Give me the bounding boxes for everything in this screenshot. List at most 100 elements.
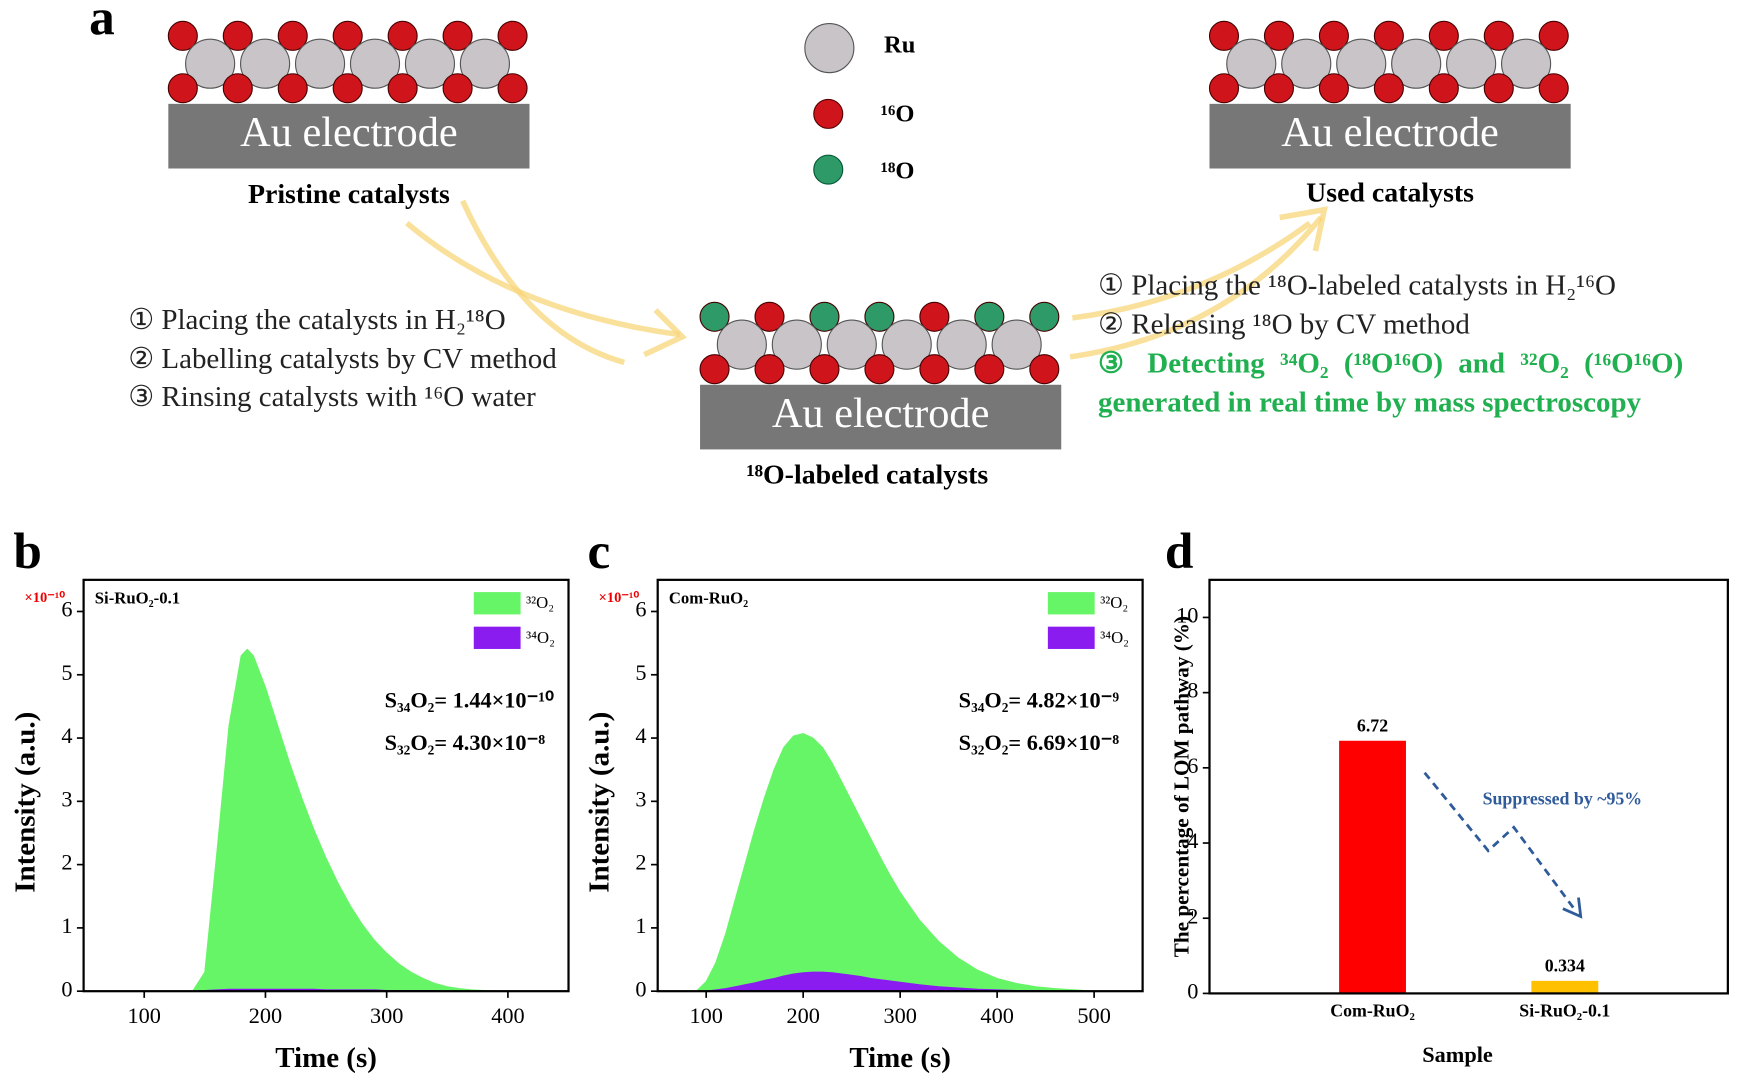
electrode-label: Au electrode xyxy=(240,109,458,156)
x-tick-label: 100 xyxy=(689,1003,722,1028)
panel-label: c xyxy=(587,523,610,580)
electrode-label: Au electrode xyxy=(772,390,990,437)
chart-label: Si-RuO₂-0.1 xyxy=(95,589,180,608)
x-tick-label: 500 xyxy=(1077,1003,1110,1028)
legend-o18 xyxy=(813,154,844,185)
atoms xyxy=(167,20,1569,385)
ru-atom xyxy=(1281,38,1332,89)
ru-atom xyxy=(1336,38,1387,89)
y-tick-label: 6 xyxy=(1187,753,1198,778)
step: ③ Rinsing catalysts with ¹⁶O water xyxy=(128,381,536,413)
x-tick-label: 200 xyxy=(249,1003,282,1028)
o-atom xyxy=(1208,20,1240,51)
o-atom xyxy=(1538,73,1569,104)
legend-swatch xyxy=(473,626,521,649)
y-tick-label: 0 xyxy=(1187,979,1198,1004)
o-atom xyxy=(277,20,308,51)
ru-atom xyxy=(1446,38,1497,89)
o-atom xyxy=(699,301,730,332)
y-tick-label: 4 xyxy=(61,723,72,748)
o-atom xyxy=(699,354,730,385)
o-atom xyxy=(1263,73,1294,104)
ru-atom xyxy=(240,38,291,89)
plot-frame xyxy=(82,578,570,993)
x-axis-label: Time (s) xyxy=(849,1042,951,1074)
x-tick-label: 200 xyxy=(786,1003,819,1028)
ru-atom xyxy=(185,38,236,89)
o-atom xyxy=(1208,73,1240,104)
area xyxy=(83,648,569,992)
x-tick-label: 400 xyxy=(491,1003,524,1028)
ru-atom xyxy=(771,319,822,370)
chart-label: Com-RuO₂ xyxy=(669,589,748,608)
y-tick-label: 5 xyxy=(635,660,646,685)
o-atom xyxy=(222,73,253,104)
step: ③ Detecting ³⁴O₂ (¹⁸O¹⁶O) and ³²O₂ (¹⁶O¹… xyxy=(1098,346,1684,419)
o-atom xyxy=(919,301,950,332)
o-atom xyxy=(387,73,418,104)
o-atom xyxy=(1318,73,1349,104)
legend-o16 xyxy=(813,98,844,129)
x-tick-label: 400 xyxy=(980,1003,1013,1028)
o-atom xyxy=(442,20,473,51)
annotation: S₃₂O₂= 4.30×10⁻⁸ xyxy=(385,730,546,755)
o-atom xyxy=(974,354,1005,385)
o-atom xyxy=(1428,20,1459,51)
y-tick-label: 8 xyxy=(1187,678,1198,703)
o-atom xyxy=(167,20,198,51)
ru-atom xyxy=(881,319,932,370)
o-atom xyxy=(332,73,363,104)
x-axis-label: Time (s) xyxy=(275,1042,377,1074)
panel-label: b xyxy=(13,523,42,580)
o-atom xyxy=(754,354,785,385)
y-tick-label: 6 xyxy=(635,597,646,622)
ru-atom xyxy=(1226,38,1277,89)
ru-atom xyxy=(1391,38,1442,89)
annotation: Suppressed by ~95% xyxy=(1483,789,1643,809)
o-atom xyxy=(332,20,363,51)
o-atom xyxy=(754,301,785,332)
o-atom xyxy=(1428,73,1459,104)
y-multiplier: ×10⁻¹⁰ xyxy=(599,590,640,606)
step: ② Labelling catalysts by CV method xyxy=(128,343,557,375)
o-atom xyxy=(1029,354,1060,385)
stage-label: Pristine catalysts xyxy=(248,179,450,210)
legend-label: ¹⁸O xyxy=(881,158,915,185)
x-tick-label: 100 xyxy=(128,1003,161,1028)
value-label: 0.334 xyxy=(1545,956,1585,976)
y-tick-label: 4 xyxy=(635,723,646,748)
y-tick-label: 6 xyxy=(61,597,72,622)
arrow xyxy=(1072,220,1312,321)
arrow xyxy=(460,199,626,366)
o-atom xyxy=(222,20,253,51)
y-tick-label: 3 xyxy=(635,786,646,811)
y-tick-label: 0 xyxy=(61,976,72,1001)
arrow-head xyxy=(643,308,687,358)
o-atom xyxy=(1263,20,1294,51)
y-tick-label: 4 xyxy=(1187,828,1198,853)
legend-label: ¹⁶O xyxy=(881,101,915,128)
step: ① Placing the catalysts in H₂¹⁸O xyxy=(128,304,505,336)
arrow xyxy=(1069,215,1324,360)
legend-label: ³²O₂ xyxy=(526,593,554,612)
x-tick-label: 300 xyxy=(883,1003,916,1028)
y-tick-label: 10 xyxy=(1176,603,1198,628)
y-tick-label: 2 xyxy=(1187,903,1198,928)
panel-label: a xyxy=(89,0,115,46)
annotation-arrow-head xyxy=(1562,897,1583,919)
o-atom xyxy=(809,301,840,332)
o-atom xyxy=(167,73,198,104)
arrow-head xyxy=(1279,206,1328,252)
o-atom xyxy=(1538,20,1569,51)
stage-label: ¹⁸O-labeled catalysts xyxy=(746,460,988,491)
ru-atom xyxy=(459,38,510,89)
legend-swatch xyxy=(473,592,521,615)
o-atom xyxy=(1029,301,1060,332)
y-tick-label: 1 xyxy=(635,913,646,938)
release-steps: ① Placing the ¹⁸O-labeled catalysts in H… xyxy=(1098,269,1684,419)
annotation: S₃₂O₂= 6.69×10⁻⁸ xyxy=(959,730,1120,755)
ru-atom xyxy=(404,38,456,89)
y-tick-label: 2 xyxy=(635,850,646,875)
o-atom xyxy=(809,354,840,385)
